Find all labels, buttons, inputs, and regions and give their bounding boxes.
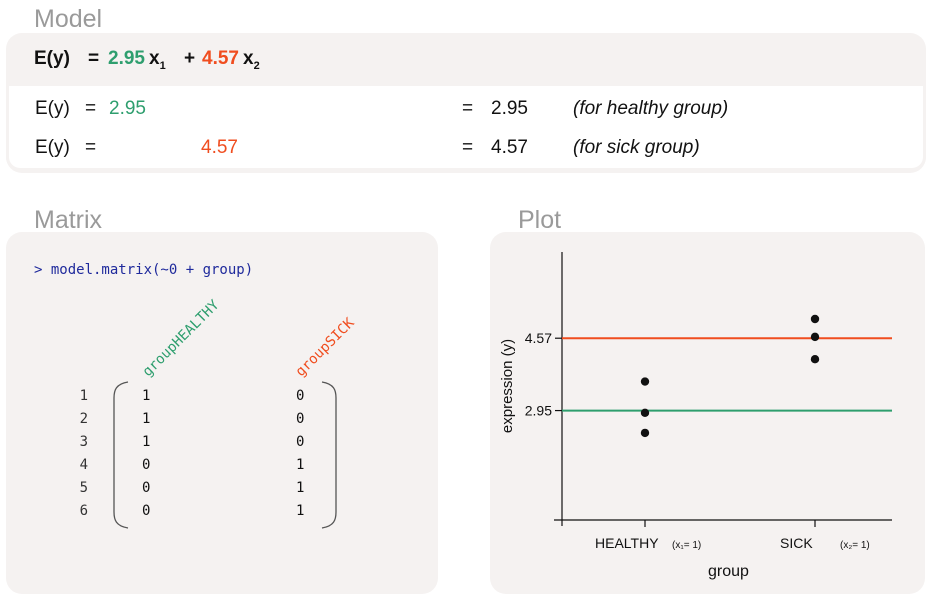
matrix-cell: 0 (142, 457, 151, 473)
matrix-cell: 1 (296, 457, 305, 473)
data-point (810, 355, 820, 364)
r-command: > model.matrix(~0 + group) (34, 262, 254, 278)
data-point (640, 377, 650, 386)
equation-var-1: x1 (149, 48, 166, 72)
matrix-row-name: 2 (79, 411, 88, 427)
matrix-cell: 1 (142, 388, 151, 404)
row-sick-result-eq: = (462, 137, 474, 158)
matrix-cell: 0 (296, 411, 305, 427)
matrix-cell: 1 (296, 503, 305, 519)
row-sick-lhs: E(y) (35, 137, 70, 158)
data-point (810, 332, 820, 342)
scatter-chart: 2.95 4.57 HEALTHY (x₁= 1) SICK (x₂= 1) group ex… (499, 252, 892, 580)
data-point (810, 314, 820, 324)
left-bracket (113, 381, 129, 529)
matrix-row-name: 6 (79, 503, 88, 519)
y-tick-label: 2.95 (525, 403, 552, 419)
matrix-row-name: 3 (79, 434, 88, 450)
matrix-cell: 0 (296, 434, 305, 450)
data-point (640, 428, 650, 438)
matrix-cell: 0 (296, 388, 305, 404)
matrix-cell: 1 (142, 411, 151, 427)
model-rows: E(y) = 2.95 = 2.95 (for healthy group) E… (6, 83, 926, 171)
row-healthy-eq: = (85, 98, 97, 119)
row-healthy-result-eq: = (462, 98, 474, 119)
x-tick-note: (x₁= 1) (672, 540, 701, 551)
row-healthy-note: (for healthy group) (573, 98, 729, 119)
model-title: Model (34, 5, 103, 33)
y-axis-label: expression (y) (499, 339, 516, 433)
matrix-cell: 0 (142, 480, 151, 496)
equation-var-2: x2 (243, 48, 260, 72)
row-sick-note: (for sick group) (573, 137, 700, 158)
model-equation: E(y) = 2.95 x1 + 4.57 x2 (6, 33, 926, 83)
matrix-brackets (113, 381, 337, 529)
matrix-cell: 0 (142, 503, 151, 519)
y-tick-label: 4.57 (525, 330, 552, 346)
x-tick-note: (x₂= 1) (840, 540, 870, 551)
matrix-row-name: 1 (79, 388, 88, 404)
matrix-row-name: 5 (79, 480, 88, 496)
matrix-cell: 1 (296, 480, 305, 496)
row-sick-result: 4.57 (491, 137, 528, 158)
row-sick-eq: = (85, 137, 97, 158)
equation-plus: + (184, 48, 196, 69)
row-healthy-result: 2.95 (491, 98, 528, 119)
equation-coef-1: 2.95 (108, 48, 145, 69)
equation-equals: = (88, 48, 100, 69)
matrix-title: Matrix (34, 206, 103, 234)
row-healthy-value: 2.95 (109, 98, 146, 119)
matrix-cell: 1 (142, 434, 151, 450)
matrix-row-name: 4 (79, 457, 88, 473)
equation-coef-2: 4.57 (202, 48, 239, 69)
x-tick-label: HEALTHY (595, 535, 659, 551)
row-sick-value: 4.57 (201, 137, 238, 158)
x-tick-label: SICK (780, 535, 813, 551)
row-healthy-lhs: E(y) (35, 98, 70, 119)
equation-lhs: E(y) (34, 48, 70, 69)
x-axis-label: group (708, 563, 749, 580)
plot-panel: 2.95 4.57 HEALTHY (x₁= 1) SICK (x₂= 1) group ex… (490, 232, 925, 594)
plot-title: Plot (518, 206, 562, 234)
matrix-panel: > model.matrix(~0 + group) groupHEALTHY … (6, 232, 438, 594)
right-bracket (321, 381, 337, 529)
data-point (640, 408, 650, 417)
model-panel: E(y) = 2.95 x1 + 4.57 x2 E(y) = 2.95 = 2… (6, 33, 926, 173)
